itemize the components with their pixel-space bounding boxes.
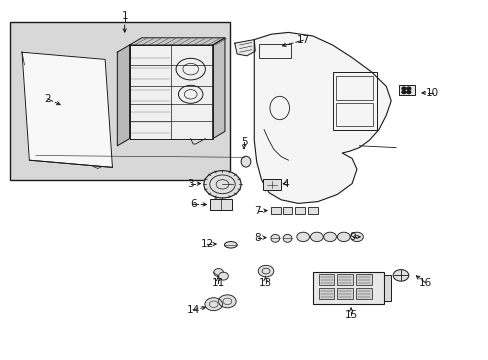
Text: 14: 14 xyxy=(186,305,200,315)
Ellipse shape xyxy=(218,272,228,280)
Polygon shape xyxy=(129,38,224,45)
Polygon shape xyxy=(129,45,212,139)
Bar xyxy=(336,103,372,126)
Text: 2: 2 xyxy=(44,94,51,104)
Text: 1: 1 xyxy=(121,11,128,21)
Bar xyxy=(318,288,334,299)
Ellipse shape xyxy=(213,269,223,276)
Bar xyxy=(263,179,280,190)
Polygon shape xyxy=(22,52,112,167)
Text: 17: 17 xyxy=(296,35,309,45)
Bar xyxy=(336,76,372,100)
Circle shape xyxy=(406,87,410,90)
Bar xyxy=(307,207,317,214)
Bar xyxy=(355,274,371,285)
Polygon shape xyxy=(117,45,129,146)
Bar xyxy=(337,274,352,285)
Circle shape xyxy=(392,270,408,281)
Circle shape xyxy=(406,91,410,94)
Bar xyxy=(355,288,371,299)
Circle shape xyxy=(203,171,241,198)
Bar xyxy=(295,207,305,214)
Ellipse shape xyxy=(224,242,237,248)
Bar xyxy=(337,288,352,299)
Text: 3: 3 xyxy=(187,179,194,189)
Text: 9: 9 xyxy=(349,232,356,242)
Polygon shape xyxy=(212,38,224,139)
Bar xyxy=(312,272,383,304)
Circle shape xyxy=(310,232,323,242)
Bar xyxy=(210,199,231,210)
Circle shape xyxy=(350,232,363,242)
Text: 7: 7 xyxy=(254,206,261,216)
Circle shape xyxy=(218,295,236,308)
Circle shape xyxy=(323,232,336,242)
Text: 13: 13 xyxy=(258,278,272,288)
Bar xyxy=(318,274,334,285)
Text: 16: 16 xyxy=(418,278,431,288)
Ellipse shape xyxy=(283,234,291,242)
Circle shape xyxy=(337,232,349,242)
Circle shape xyxy=(401,91,405,94)
Bar xyxy=(270,207,280,214)
Circle shape xyxy=(296,232,309,242)
Text: 10: 10 xyxy=(426,88,438,98)
Polygon shape xyxy=(234,40,255,56)
Circle shape xyxy=(258,265,273,277)
Text: 5: 5 xyxy=(240,137,247,147)
Polygon shape xyxy=(254,32,390,203)
Bar xyxy=(10,22,229,180)
Ellipse shape xyxy=(270,234,279,242)
Ellipse shape xyxy=(241,156,250,167)
Text: 11: 11 xyxy=(211,278,224,288)
Text: 4: 4 xyxy=(282,179,288,189)
Circle shape xyxy=(204,298,222,311)
Text: 12: 12 xyxy=(200,239,214,249)
Bar xyxy=(332,72,376,130)
Bar xyxy=(282,207,292,214)
Circle shape xyxy=(401,87,405,90)
Bar xyxy=(383,275,390,301)
Bar xyxy=(398,85,414,95)
Bar xyxy=(259,44,290,58)
Text: 15: 15 xyxy=(344,310,357,320)
Text: 6: 6 xyxy=(189,199,196,210)
Text: 8: 8 xyxy=(254,233,261,243)
